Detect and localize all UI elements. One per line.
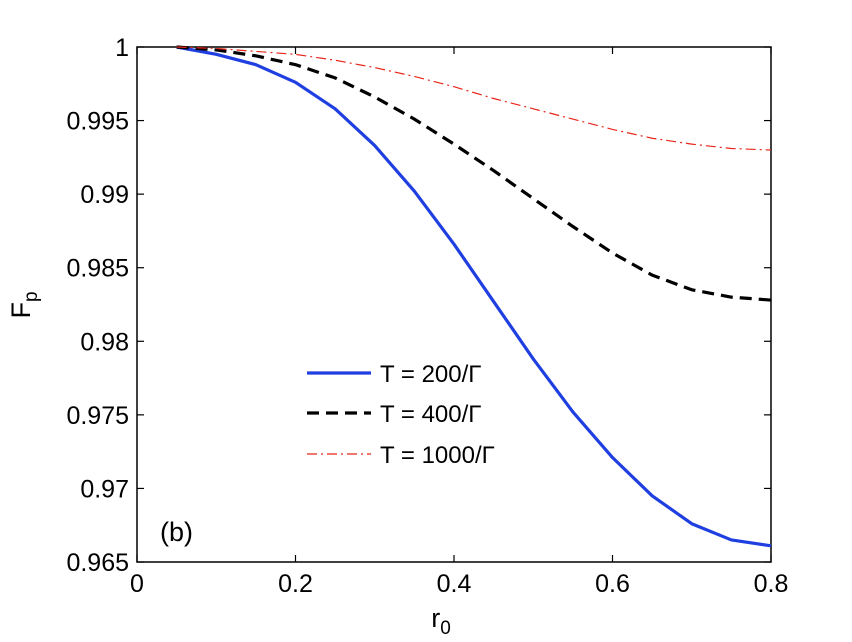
x-tick-label: 0.2 [278, 570, 313, 598]
legend-label-series-1: T = 200/Γ [380, 361, 482, 388]
series-line-1 [176, 45, 772, 548]
legend: T = 200/Γ T = 400/Γ T = 1000/Γ [307, 361, 495, 469]
y-tick-label: 0.985 [66, 255, 129, 283]
axis-ticks: 0 0.2 0.4 0.6 0.8 0.965 0.97 0.975 0.98 0.985 0.99… [66, 34, 788, 598]
y-tick-label: 0.995 [66, 108, 129, 136]
legend-label-series-2: T = 400/Γ [380, 401, 482, 428]
y-tick-label: 0.975 [66, 402, 129, 430]
y-axis-label-main: F [6, 302, 36, 319]
x-axis-label-main: r [431, 603, 440, 633]
x-tick-label: 0.8 [754, 570, 789, 598]
y-tick-label: 0.98 [80, 328, 129, 356]
y-tick-label: 0.99 [80, 181, 129, 209]
series-line-3 [176, 46, 772, 151]
y-tick-label: 1 [115, 34, 129, 62]
y-axis-label-sub: p [21, 291, 42, 302]
x-tick-label: 0.6 [595, 570, 630, 598]
y-tick-label: 0.965 [66, 549, 129, 577]
x-tick-label: 0.4 [437, 570, 472, 598]
panel-label: (b) [160, 517, 193, 547]
y-tick-label: 0.97 [80, 475, 129, 503]
y-axis-label: Fp [6, 291, 42, 318]
series-layer [176, 45, 772, 548]
legend-label-series-3: T = 1000/Γ [380, 442, 495, 469]
plot-area-frame [136, 46, 772, 563]
x-tick-label: 0 [130, 570, 144, 598]
series-line-2 [176, 45, 772, 302]
x-axis-label: r0 [431, 603, 451, 639]
x-axis-label-sub: 0 [440, 618, 451, 639]
